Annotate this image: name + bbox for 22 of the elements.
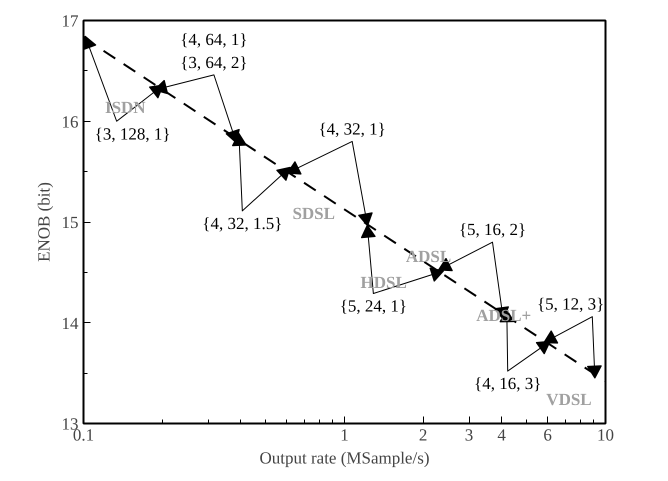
x-tick-label: 10 <box>597 426 614 444</box>
x-tick-label: 6 <box>543 426 552 444</box>
legend-label: {3, 128, 1} <box>94 124 170 144</box>
y-tick-label: 14 <box>62 314 79 333</box>
x-axis-title: Output rate (MSample/s) <box>260 448 430 468</box>
y-tick-label: 17 <box>62 12 79 30</box>
series-label: {4, 32, 1.5} <box>202 214 282 233</box>
x-tick-label: 3 <box>464 426 474 444</box>
annotation: VDSL <box>546 390 592 409</box>
series-label: {4, 16, 3} <box>474 374 542 394</box>
y-tick-label: 16 <box>62 112 78 132</box>
series-label: {5, 16, 2} <box>458 220 526 240</box>
series-label: {5, 24, 1} <box>340 296 408 316</box>
y-axis-title: ENOB (bit) <box>34 182 54 262</box>
series-label: {5, 12, 3} <box>536 294 604 314</box>
x-tick-label: 4 <box>497 426 506 444</box>
x-tick-label: 1 <box>340 426 349 444</box>
y-tick-label: 15 <box>62 213 78 232</box>
series-label: {4, 64, 1} {3, 64, 2} <box>180 30 248 72</box>
series-label: {4, 32, 1} <box>318 119 386 138</box>
annotation: SDSL <box>292 204 335 224</box>
x-tick-label: 2 <box>418 426 428 444</box>
